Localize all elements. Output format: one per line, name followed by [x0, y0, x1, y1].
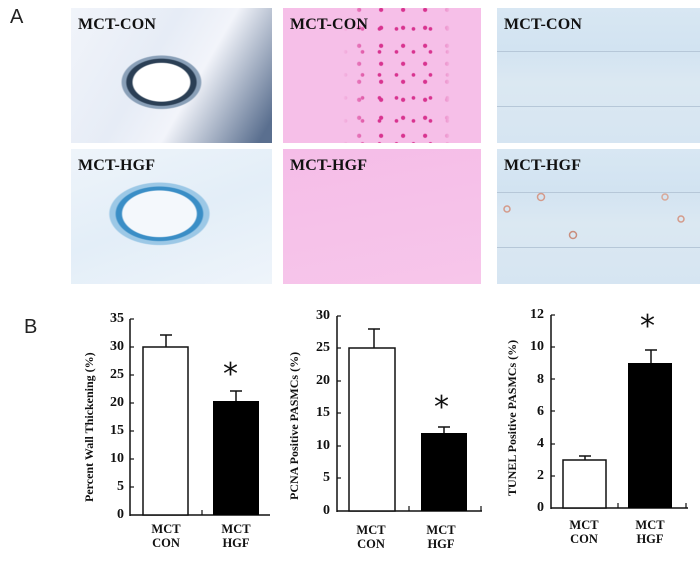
- micrograph-label: MCT-CON: [290, 16, 369, 33]
- y-tick: 6: [537, 404, 544, 419]
- tunel-positive-cells: [503, 192, 685, 240]
- y-tick: 4: [537, 436, 544, 451]
- x-category-label: MCT HGF: [426, 523, 456, 551]
- y-tick: 15: [110, 423, 124, 438]
- significance-star: *: [640, 309, 655, 344]
- x-category-label: MCT HGF: [221, 522, 251, 550]
- y-tick: 10: [530, 339, 544, 354]
- y-tick: 35: [110, 311, 124, 326]
- x-category-label: MCT CON: [569, 518, 599, 546]
- x-category-label: MCT HGF: [635, 518, 665, 546]
- y-tick: 8: [537, 372, 544, 387]
- micrograph-tunel-con: MCT-CON: [497, 8, 700, 143]
- y-tick: 5: [117, 479, 124, 494]
- micrograph-label: MCT-CON: [504, 16, 583, 33]
- micrograph-pcna-hgf: MCT-HGF: [283, 149, 481, 284]
- micrograph-trichrome-hgf: MCT-HGF: [71, 149, 272, 284]
- y-tick: 25: [316, 340, 330, 355]
- y-tick: 15: [316, 405, 330, 420]
- y-tick: 20: [316, 373, 330, 388]
- y-tick: 20: [110, 395, 124, 410]
- micrograph-label: MCT-HGF: [78, 157, 156, 174]
- chart-wall-thickening-plot: [129, 318, 270, 516]
- panel-b-letter: B: [24, 316, 38, 338]
- chart-wall-thickening: Percent Wall Thickening (%) 35 30 25 20 …: [0, 0, 270, 565]
- y-tick: 10: [316, 438, 330, 453]
- y-tick: 2: [537, 468, 544, 483]
- x-category-label: MCT CON: [151, 522, 181, 550]
- micrograph-pcna-con: MCT-CON: [283, 8, 481, 143]
- micrograph-label: MCT-HGF: [290, 157, 368, 174]
- panel-a-letter: A: [10, 6, 24, 28]
- micrograph-trichrome-con: MCT-CON: [71, 8, 272, 143]
- y-tick: 10: [110, 451, 124, 466]
- y-tick: 30: [316, 308, 330, 323]
- y-tick: 0: [117, 507, 124, 522]
- y-tick: 25: [110, 367, 124, 382]
- micrograph-label: MCT-CON: [78, 16, 157, 33]
- y-tick: 5: [323, 470, 330, 485]
- y-tick: 30: [110, 339, 124, 354]
- y-tick: 0: [537, 500, 544, 515]
- significance-star: *: [434, 390, 449, 425]
- micrograph-label: MCT-HGF: [504, 157, 582, 174]
- x-category-label: MCT CON: [356, 523, 386, 551]
- micrograph-tunel-hgf: MCT-HGF: [497, 149, 700, 284]
- significance-star: *: [223, 357, 238, 392]
- y-tick: 0: [323, 503, 330, 518]
- y-tick: 12: [530, 307, 544, 322]
